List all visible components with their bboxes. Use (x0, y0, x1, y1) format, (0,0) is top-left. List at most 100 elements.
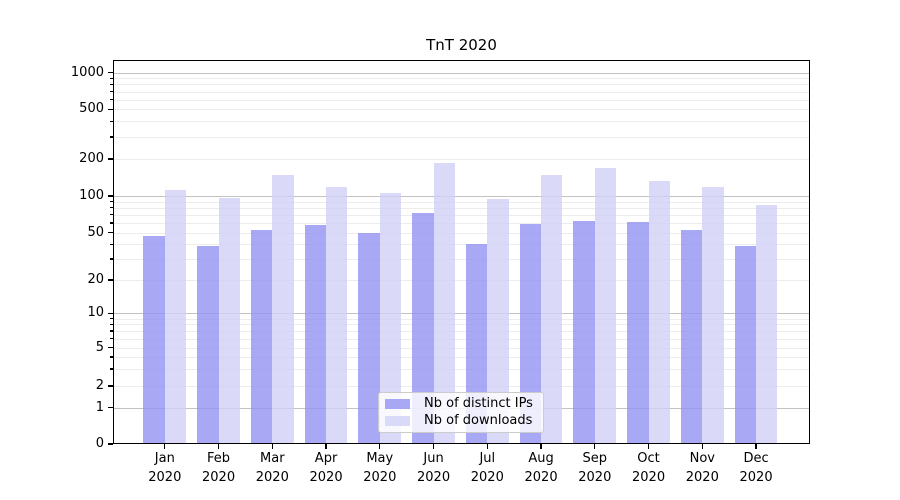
bar-ips-feb (197, 245, 219, 444)
x-tick-label-year: 2020 (363, 469, 397, 485)
bar-ips-apr (304, 224, 327, 444)
y-minor-tick (110, 243, 113, 245)
y-tick-label: 10 (87, 305, 104, 321)
y-tick-label: 2 (95, 378, 104, 393)
y-tick-label: 500 (79, 101, 104, 117)
bar-downloads-jul (487, 199, 509, 444)
gridline-minor (113, 280, 810, 281)
x-tick (594, 444, 596, 449)
x-tick (701, 444, 703, 449)
gridline-minor (113, 201, 810, 203)
y-minor-tick (110, 200, 113, 203)
x-tick (325, 444, 327, 449)
legend: Nb of distinct IPs Nb of downloads (378, 392, 544, 433)
gridline-minor (113, 357, 810, 359)
bar-ips-mar (250, 229, 273, 444)
y-minor-tick (110, 323, 113, 325)
x-tick (486, 444, 488, 449)
y-tick (108, 72, 113, 74)
bar-downloads-may (379, 192, 402, 444)
gridline-minor (113, 338, 810, 340)
legend-swatch-downloads (385, 416, 410, 426)
gridline-minor (113, 223, 810, 225)
x-tick-label-year: 2020 (148, 469, 182, 485)
bar-downloads-nov (702, 187, 724, 444)
gridline-minor (113, 109, 810, 111)
legend-label-downloads: Nb of downloads (424, 413, 533, 428)
x-tick-label: Aug 2020 (509, 450, 573, 487)
legend-row: Nb of distinct IPs (379, 396, 543, 412)
bar-downloads-oct (648, 181, 670, 444)
bar-downloads-aug (541, 174, 563, 444)
x-tick (540, 444, 542, 449)
bar-downloads-jan (164, 190, 187, 444)
y-minor-tick (110, 347, 113, 349)
y-tick (108, 195, 113, 197)
x-tick-label: Nov 2020 (670, 450, 734, 487)
bar-ips-dec (734, 245, 757, 444)
x-tick-label: Apr 2020 (294, 450, 358, 487)
y-tick (108, 407, 113, 409)
x-tick (164, 444, 166, 449)
bar-downloads-jun (433, 163, 455, 444)
gridline-major (113, 313, 810, 315)
x-tick-label-year: 2020 (470, 469, 504, 485)
bar-downloads-feb (218, 197, 240, 444)
x-tick-label: Dec 2020 (724, 450, 788, 487)
y-minor-tick (110, 368, 113, 370)
bar-ips-oct (627, 222, 649, 444)
gridline-minor (113, 121, 810, 123)
x-tick-label: Jul 2020 (455, 450, 519, 487)
y-minor-tick (110, 232, 113, 234)
gridline-major (113, 196, 810, 197)
plot-area (113, 60, 810, 444)
gridline-minor (113, 347, 810, 349)
y-tick (108, 312, 113, 314)
x-tick-label-year: 2020 (255, 469, 289, 485)
bar-ips-nov (680, 229, 703, 444)
y-tick-label: 1000 (70, 64, 104, 80)
y-minor-tick (110, 207, 113, 209)
y-minor-tick (110, 330, 113, 332)
gridline-minor (113, 244, 810, 246)
gridline-minor (113, 318, 810, 320)
x-tick-label: Jan 2020 (133, 450, 197, 487)
x-tick (217, 444, 220, 449)
bar-ips-jun (412, 213, 434, 444)
gridline-minor (113, 137, 810, 138)
gridline-minor (113, 259, 810, 261)
x-tick-label: Jun 2020 (402, 450, 466, 487)
y-minor-tick (110, 385, 113, 387)
y-minor-tick (110, 120, 113, 122)
bar-ips-may (358, 232, 380, 444)
y-minor-tick (110, 136, 113, 138)
gridline-minor (113, 232, 810, 234)
y-minor-tick (110, 279, 113, 281)
y-tick-label: 5 (95, 339, 104, 355)
y-minor-tick (110, 77, 113, 79)
x-tick (647, 444, 650, 449)
gridline-minor (113, 78, 810, 80)
y-minor-tick (110, 258, 113, 260)
gridline-minor (113, 369, 810, 371)
x-tick-label: Feb 2020 (187, 450, 251, 487)
x-tick (432, 444, 435, 449)
y-tick-label: 100 (79, 188, 104, 203)
y-minor-tick (110, 222, 113, 224)
x-tick (271, 444, 273, 449)
y-tick-label: 200 (79, 151, 104, 166)
bar-downloads-apr (326, 187, 348, 444)
bar-ips-aug (519, 223, 542, 444)
y-minor-tick (110, 99, 113, 101)
gridline-minor (113, 91, 810, 93)
bar-downloads-sep (594, 167, 617, 444)
y-minor-tick (110, 356, 113, 358)
x-tick-label-year: 2020 (632, 469, 666, 485)
y-minor-tick (110, 214, 113, 216)
gridline-minor (113, 84, 810, 86)
legend-swatch-distinct-ips (385, 399, 410, 409)
y-tick-label: 50 (87, 224, 104, 240)
x-tick-label: Mar 2020 (240, 450, 304, 487)
y-minor-tick (110, 338, 113, 340)
